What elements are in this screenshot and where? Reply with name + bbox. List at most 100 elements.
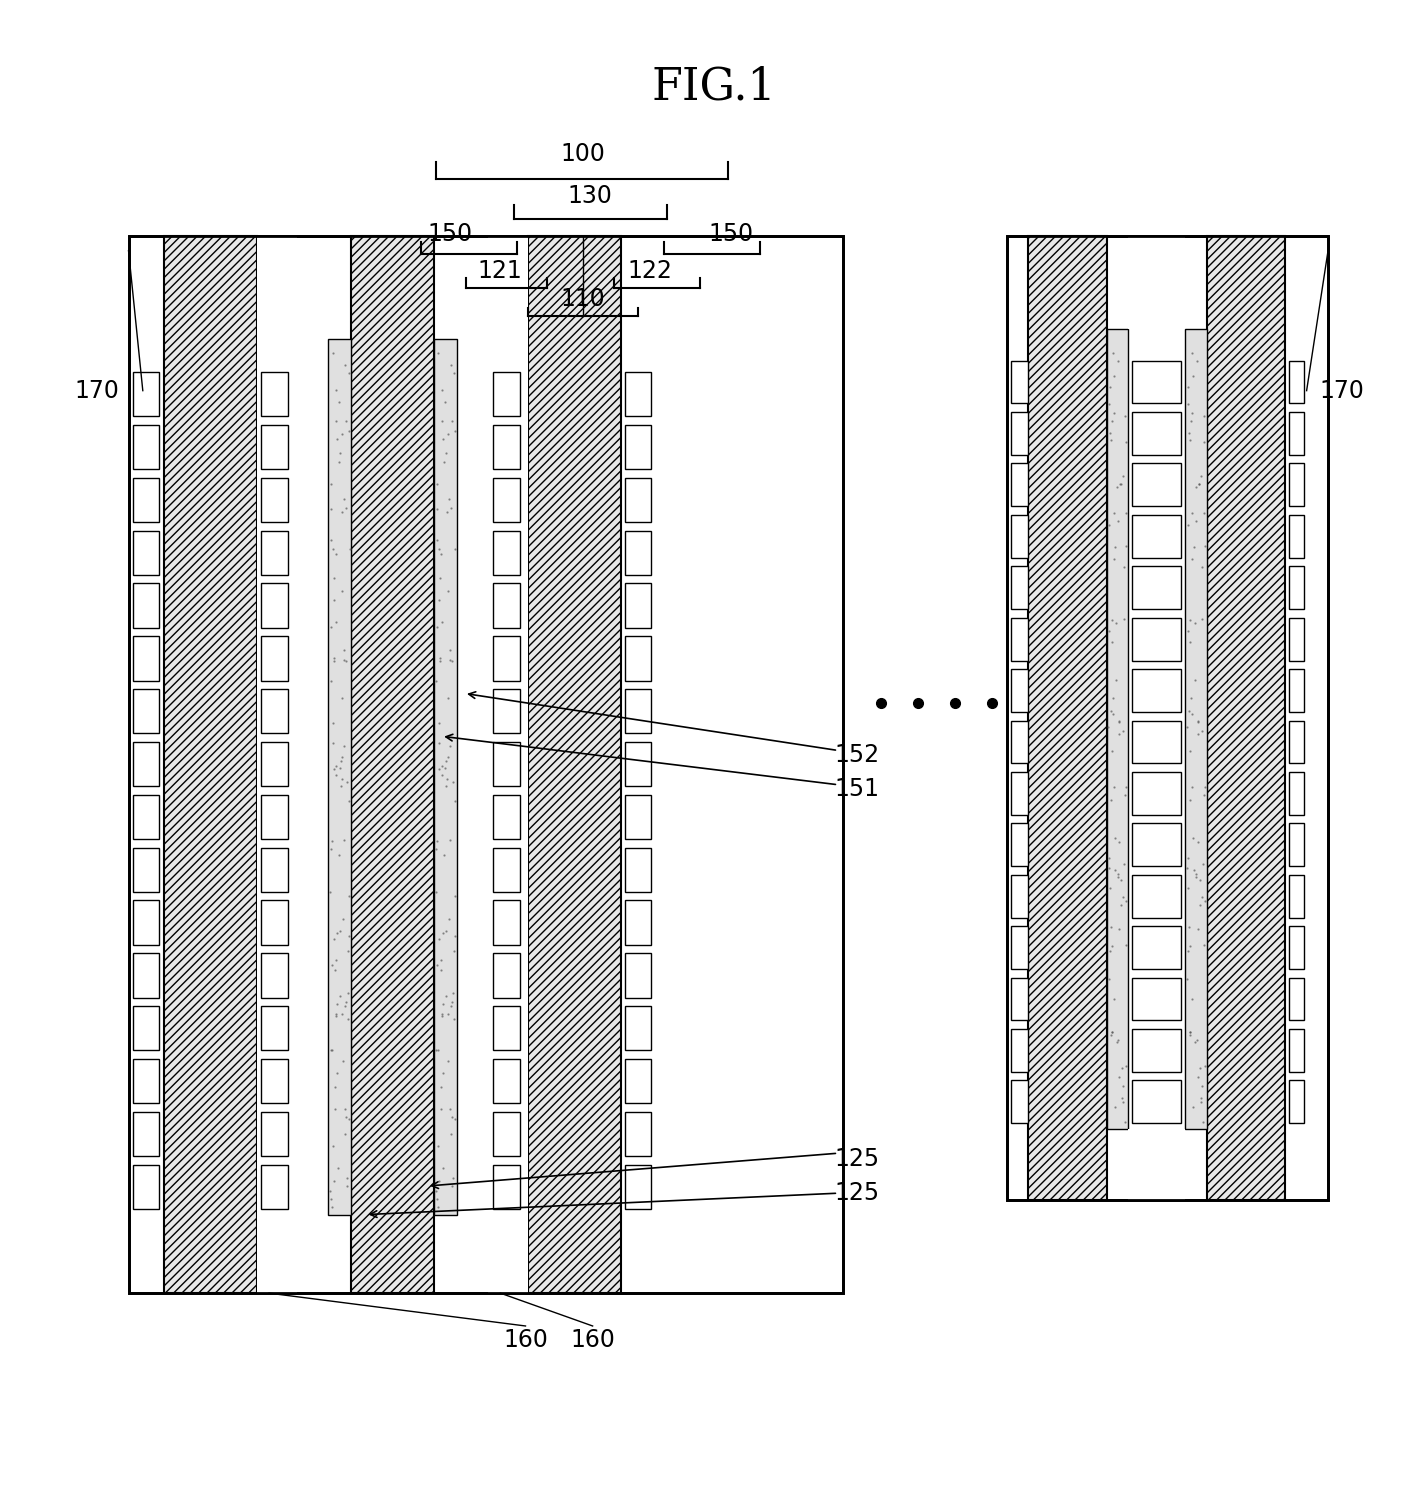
Point <box>440 1123 463 1147</box>
Point <box>426 1187 448 1211</box>
Point <box>324 755 347 779</box>
Point <box>333 488 356 512</box>
Point <box>1178 934 1201 958</box>
Point <box>436 767 458 791</box>
Bar <box>261 1112 288 1156</box>
Bar <box>261 1006 288 1051</box>
Point <box>1185 348 1208 372</box>
Point <box>338 884 361 908</box>
Point <box>1191 608 1214 632</box>
Point <box>426 829 448 853</box>
Text: 122: 122 <box>627 258 673 282</box>
Bar <box>133 584 159 627</box>
Point <box>323 645 346 669</box>
Point <box>427 1039 450 1063</box>
Bar <box>1132 772 1181 815</box>
Bar <box>1028 237 1107 1201</box>
Point <box>430 410 453 434</box>
Bar <box>1289 720 1304 764</box>
Point <box>1112 555 1135 579</box>
Point <box>1177 513 1200 537</box>
Text: 125: 125 <box>834 1181 880 1205</box>
Point <box>330 579 353 603</box>
Bar <box>1289 824 1304 866</box>
Point <box>328 983 351 1007</box>
Point <box>436 579 458 603</box>
Point <box>1192 404 1215 428</box>
Point <box>334 495 357 519</box>
Bar <box>1132 1030 1181 1072</box>
Bar <box>261 953 288 998</box>
Point <box>321 1039 344 1063</box>
Bar <box>261 477 288 522</box>
Point <box>323 588 346 612</box>
Point <box>333 829 356 853</box>
Bar <box>133 372 159 416</box>
Point <box>1185 1028 1208 1052</box>
Bar <box>261 530 288 575</box>
Bar <box>1011 926 1028 970</box>
Point <box>330 767 353 791</box>
Point <box>326 922 348 946</box>
Bar <box>133 794 159 839</box>
Point <box>430 1003 453 1027</box>
Text: 160: 160 <box>570 1328 615 1352</box>
Point <box>324 1003 347 1027</box>
Bar <box>1289 515 1304 558</box>
Point <box>320 829 343 853</box>
Point <box>1102 775 1125 799</box>
Point <box>324 949 347 973</box>
Text: 125: 125 <box>834 1147 880 1171</box>
Point <box>431 1156 454 1180</box>
Point <box>323 928 346 952</box>
Point <box>1191 884 1214 908</box>
Bar <box>1132 720 1181 764</box>
Point <box>1108 917 1131 941</box>
Point <box>321 341 344 365</box>
Point <box>1100 428 1122 452</box>
Bar <box>1128 237 1185 329</box>
Point <box>337 938 360 962</box>
Point <box>1194 889 1217 913</box>
Point <box>431 1061 454 1085</box>
Bar <box>1011 566 1028 609</box>
Point <box>1100 699 1122 723</box>
Point <box>1192 784 1215 808</box>
Point <box>1185 509 1208 533</box>
Point <box>424 880 447 904</box>
Point <box>437 686 460 710</box>
Bar <box>1289 360 1304 404</box>
Point <box>1177 618 1200 642</box>
Point <box>1181 988 1204 1012</box>
Point <box>1194 534 1217 558</box>
Point <box>1108 710 1131 734</box>
Bar <box>1132 669 1181 711</box>
Point <box>1181 365 1204 389</box>
Point <box>1180 408 1202 432</box>
Point <box>1102 702 1125 726</box>
Point <box>426 669 448 693</box>
Point <box>1102 501 1125 525</box>
Bar <box>1132 618 1181 660</box>
Bar <box>625 953 651 998</box>
Point <box>1187 710 1210 734</box>
Point <box>324 542 347 566</box>
Bar <box>129 237 843 1294</box>
Point <box>1190 1090 1212 1114</box>
Point <box>1177 392 1200 416</box>
Bar <box>493 1058 520 1103</box>
Point <box>320 473 343 497</box>
Bar <box>1011 618 1028 660</box>
Bar <box>1007 237 1328 1201</box>
Bar <box>1289 977 1304 1021</box>
Bar <box>1132 1081 1181 1123</box>
Point <box>320 669 343 693</box>
Bar <box>625 372 651 416</box>
Bar <box>1132 360 1181 404</box>
Bar <box>1011 1030 1028 1072</box>
Point <box>437 907 460 931</box>
Point <box>1178 914 1201 938</box>
Bar <box>257 237 297 339</box>
Point <box>321 711 344 735</box>
Point <box>1187 830 1210 854</box>
